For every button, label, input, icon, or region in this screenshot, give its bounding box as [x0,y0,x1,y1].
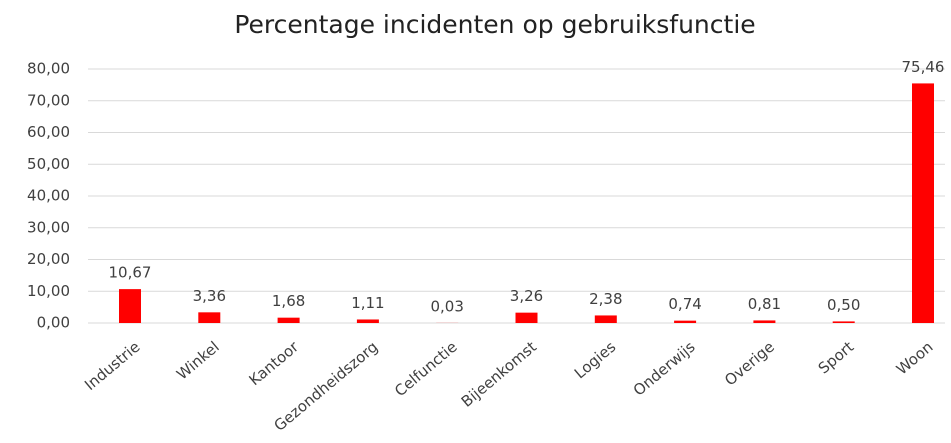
data-label: 0,81 [748,295,781,313]
y-tick-label: 40,00 [27,187,70,205]
bar [832,321,855,323]
data-label: 3,36 [193,287,226,305]
data-label: 0,74 [668,295,701,313]
y-tick-label: 60,00 [27,123,70,141]
bar [912,83,934,324]
data-label: 1,11 [351,294,384,312]
data-label: 0,50 [827,296,860,314]
chart-title: Percentage incidenten op gebruiksfunctie [234,10,755,39]
y-tick-label: 30,00 [27,218,70,236]
y-tick-label: 10,00 [27,282,70,300]
x-tick-label: Bijeenkomst [458,338,540,411]
x-tick-label: Onderwijs [630,338,699,400]
x-tick-label: Woon [893,338,937,379]
x-tick-label: Sport [815,338,858,378]
bar [594,315,617,323]
y-tick-label: 80,00 [27,60,70,78]
x-tick-label: Logies [571,338,619,383]
data-label: 10,67 [109,264,152,282]
bar [674,320,697,323]
y-tick-label: 0,00 [37,314,70,332]
data-label: 0,03 [430,297,463,315]
data-label: 1,68 [272,292,305,310]
bar [356,319,379,323]
x-tick-label: Celfunctie [391,338,461,400]
data-label: 2,38 [589,290,622,308]
data-label: 75,46 [902,58,945,76]
x-tick-label: Industrie [81,338,143,394]
bar [198,312,221,323]
bar [515,312,538,323]
bar [119,289,141,323]
x-tick-label: Kantoor [246,337,303,389]
x-tick-label: Winkel [173,338,223,384]
y-tick-label: 50,00 [27,155,70,173]
bar [277,317,300,323]
y-tick-label: 20,00 [27,250,70,268]
data-label: 3,26 [510,287,543,305]
x-tick-label: Overige [721,338,778,390]
bar [753,320,776,323]
y-tick-label: 70,00 [27,91,70,109]
